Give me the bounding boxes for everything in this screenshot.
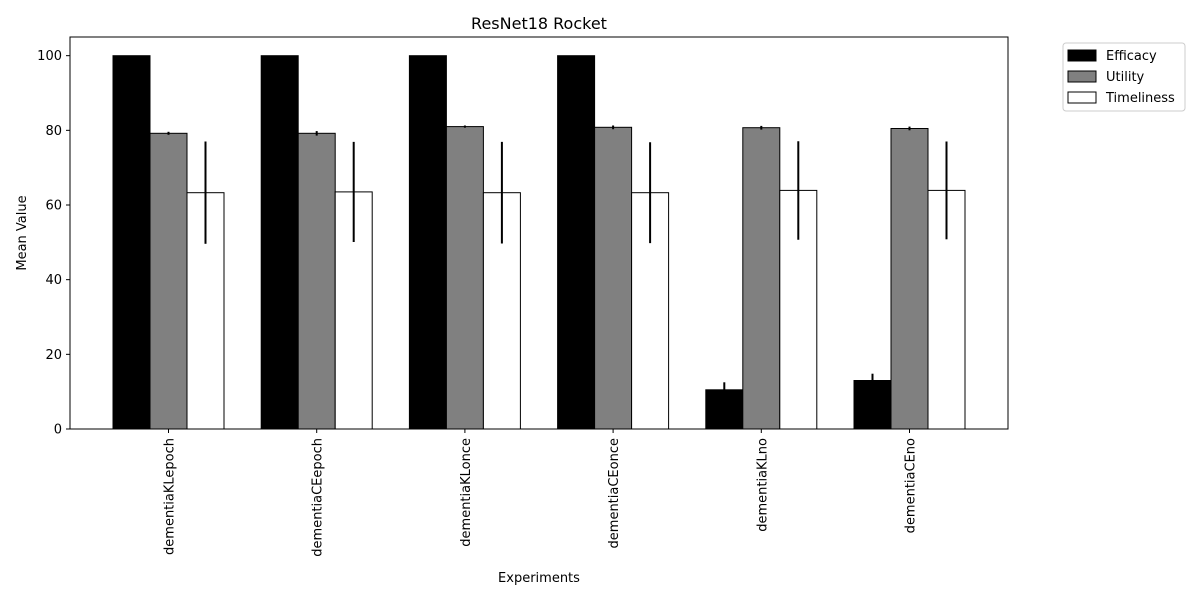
bar-efficacy-dementiaKLepoch <box>112 55 151 430</box>
y-axis-label: Mean Value <box>15 195 30 270</box>
y-tick-label: 60 <box>45 199 62 214</box>
plot-frame <box>69 36 1009 430</box>
bar-utility-dementiaKLepoch <box>149 132 188 430</box>
x-tick-label: dementiaKLonce <box>459 438 474 547</box>
bar-utility-dementiaCEepoch <box>297 132 336 430</box>
bar-utility-dementiaCEonce <box>594 126 633 430</box>
y-tick-label: 40 <box>45 273 62 288</box>
y-tick-label: 0 <box>54 423 62 438</box>
legend-swatch-timeliness <box>1067 91 1097 104</box>
bar-utility-dementiaKLonce <box>445 126 484 430</box>
error-bars-layer <box>167 125 948 398</box>
bars-layer <box>112 55 966 430</box>
x-tick-label: dementiaKLno <box>755 438 770 532</box>
x-axis-label: Experiments <box>498 571 580 586</box>
legend-label-timeliness: Timeliness <box>1105 91 1175 106</box>
legend-label-efficacy: Efficacy <box>1106 49 1157 64</box>
y-tick-label: 80 <box>45 124 62 139</box>
x-tick-label: dementiaCEno <box>904 438 919 533</box>
x-axis: dementiaKLepoch dementiaCEepoch dementiaKL… <box>163 429 919 557</box>
y-tick-label: 20 <box>45 348 62 363</box>
legend-swatch-utility <box>1067 70 1097 83</box>
x-tick-label: dementiaCEepoch <box>311 438 326 557</box>
legend: Efficacy Utility Timeliness <box>1062 42 1186 112</box>
y-tick-label: 100 <box>37 49 62 64</box>
chart-title: ResNet18 Rocket <box>471 14 607 33</box>
bar-efficacy-dementiaCEno <box>853 380 892 430</box>
y-axis: 0 20 40 60 80 100 <box>37 49 70 438</box>
bar-efficacy-dementiaKLonce <box>408 55 447 430</box>
x-tick-label: dementiaKLepoch <box>163 438 178 555</box>
bar-utility-dementiaCEno <box>890 128 929 430</box>
legend-label-utility: Utility <box>1106 70 1145 85</box>
bar-efficacy-dementiaCEonce <box>557 55 596 430</box>
legend-swatch-efficacy <box>1067 49 1097 62</box>
bar-utility-dementiaKLno <box>742 127 781 430</box>
bar-efficacy-dementiaCEepoch <box>260 55 299 430</box>
x-tick-label: dementiaCEonce <box>607 438 622 548</box>
